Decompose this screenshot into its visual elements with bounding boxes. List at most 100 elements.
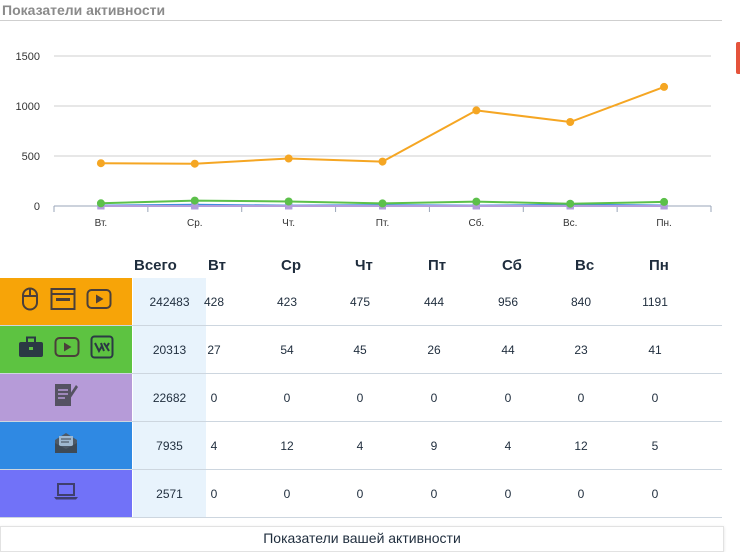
y-tick-label: 1500 xyxy=(16,51,40,63)
column-divider xyxy=(132,326,133,374)
activity-summary-button[interactable]: Показатели вашей активности xyxy=(0,526,724,552)
data-point-2 xyxy=(284,197,293,206)
vk-icon xyxy=(90,335,114,364)
data-point-2 xyxy=(566,199,575,208)
header-day-mon: Пн xyxy=(649,257,669,274)
header-day-thu: Чт xyxy=(355,257,373,274)
data-point-2 xyxy=(190,196,199,205)
data-point-2 xyxy=(378,199,387,208)
video-play-icon xyxy=(86,288,112,315)
laptop-icon xyxy=(53,481,79,506)
activity-category-cell xyxy=(0,326,132,373)
total-cell: 7935 xyxy=(133,422,206,469)
browser-window-icon xyxy=(50,287,76,316)
day-value-fri: 0 xyxy=(430,486,438,501)
table-row: 22682 0 0 0 0 0 0 0 xyxy=(0,374,722,422)
day-value-thu: 45 xyxy=(353,342,367,357)
page-title: Показатели активности xyxy=(2,2,166,18)
table-row: 20313 27 54 45 26 44 23 41 xyxy=(0,326,722,374)
column-divider xyxy=(132,278,133,326)
data-point-2 xyxy=(660,197,669,206)
data-point-1 xyxy=(378,157,387,166)
data-point-3 xyxy=(191,202,199,210)
day-value-thu: 4 xyxy=(356,438,364,453)
data-point-2 xyxy=(472,197,481,206)
x-tick-label: Чт. xyxy=(282,218,295,229)
day-value-tue: 0 xyxy=(210,486,218,501)
header-day-sun: Вс xyxy=(575,257,595,274)
x-tick-label: Вт. xyxy=(95,218,108,229)
table-row: 2571 0 0 0 0 0 0 0 xyxy=(0,470,722,518)
data-point-1 xyxy=(660,82,669,91)
day-value-fri: 26 xyxy=(427,342,441,357)
x-tick-label: Пт. xyxy=(376,218,389,229)
data-point-1 xyxy=(284,154,293,163)
data-point-1 xyxy=(472,106,481,115)
day-value-sun: 0 xyxy=(577,486,585,501)
day-value-tue: 27 xyxy=(207,342,221,357)
activity-line-chart: 0 500 1000 1500 Вт. Ср. Чт. Пт. Сб. Вс. Пн. xyxy=(16,51,712,229)
day-value-thu: 0 xyxy=(356,486,364,501)
activity-category-cell xyxy=(0,278,132,325)
day-value-tue: 428 xyxy=(203,294,225,309)
side-edge-tab[interactable] xyxy=(736,42,740,74)
day-value-sun: 0 xyxy=(577,390,585,405)
table-row: 242483 428 423 475 444 956 840 1191 xyxy=(0,278,722,326)
series-line-1 xyxy=(100,85,665,165)
day-value-sun: 840 xyxy=(570,294,592,309)
day-value-fri: 9 xyxy=(430,438,438,453)
day-value-wed: 12 xyxy=(280,438,294,453)
total-cell: 242483 xyxy=(133,278,206,325)
header-day-wed: Ср xyxy=(281,257,301,274)
data-point-2 xyxy=(96,199,105,208)
row-divider xyxy=(0,517,722,518)
x-tick-label: Пн. xyxy=(656,218,672,229)
column-divider xyxy=(132,374,133,422)
day-value-tue: 4 xyxy=(210,438,218,453)
x-tick-label: Ср. xyxy=(187,218,203,229)
data-point-3 xyxy=(660,202,668,210)
y-tick-label: 500 xyxy=(22,151,40,163)
briefcase-icon xyxy=(18,336,44,363)
day-value-sat: 4 xyxy=(504,438,512,453)
data-point-3 xyxy=(472,202,480,210)
day-value-tue: 0 xyxy=(210,390,218,405)
total-cell: 20313 xyxy=(133,326,206,373)
day-value-wed: 0 xyxy=(283,390,291,405)
document-pen-icon xyxy=(53,382,79,413)
total-cell: 2571 xyxy=(133,470,206,517)
column-divider xyxy=(132,470,133,518)
total-cell: 22682 xyxy=(133,374,206,421)
header-day-sat: Сб xyxy=(502,257,522,274)
x-tick-label: Вс. xyxy=(563,218,577,229)
activity-category-cell xyxy=(0,422,132,469)
day-value-mon: 5 xyxy=(651,438,659,453)
y-tick-label: 0 xyxy=(34,201,40,213)
row-divider xyxy=(0,469,722,470)
header-day-fri: Пт xyxy=(428,257,447,274)
data-point-1 xyxy=(96,159,105,168)
row-divider xyxy=(0,325,722,326)
envelope-icon xyxy=(53,431,79,460)
header-total: Всего xyxy=(134,257,177,274)
day-value-sun: 12 xyxy=(574,438,588,453)
day-value-sat: 956 xyxy=(497,294,519,309)
data-point-1 xyxy=(566,118,575,126)
day-value-mon: 41 xyxy=(648,342,662,357)
row-divider xyxy=(0,373,722,374)
row-divider xyxy=(0,421,722,422)
day-value-mon: 1191 xyxy=(642,294,668,309)
day-value-mon: 0 xyxy=(651,486,659,501)
table-row: 7935 4 12 4 9 4 12 5 xyxy=(0,422,722,470)
day-value-sat: 44 xyxy=(501,342,515,357)
day-value-mon: 0 xyxy=(651,390,659,405)
day-value-wed: 0 xyxy=(283,486,291,501)
day-value-wed: 54 xyxy=(280,342,294,357)
day-value-fri: 444 xyxy=(423,294,445,309)
day-value-wed: 423 xyxy=(276,294,298,309)
data-point-1 xyxy=(190,159,199,168)
day-value-thu: 475 xyxy=(349,294,371,309)
header-day-tue: Вт xyxy=(208,257,226,274)
x-tick-label: Сб. xyxy=(468,217,484,229)
day-value-thu: 0 xyxy=(356,390,364,405)
